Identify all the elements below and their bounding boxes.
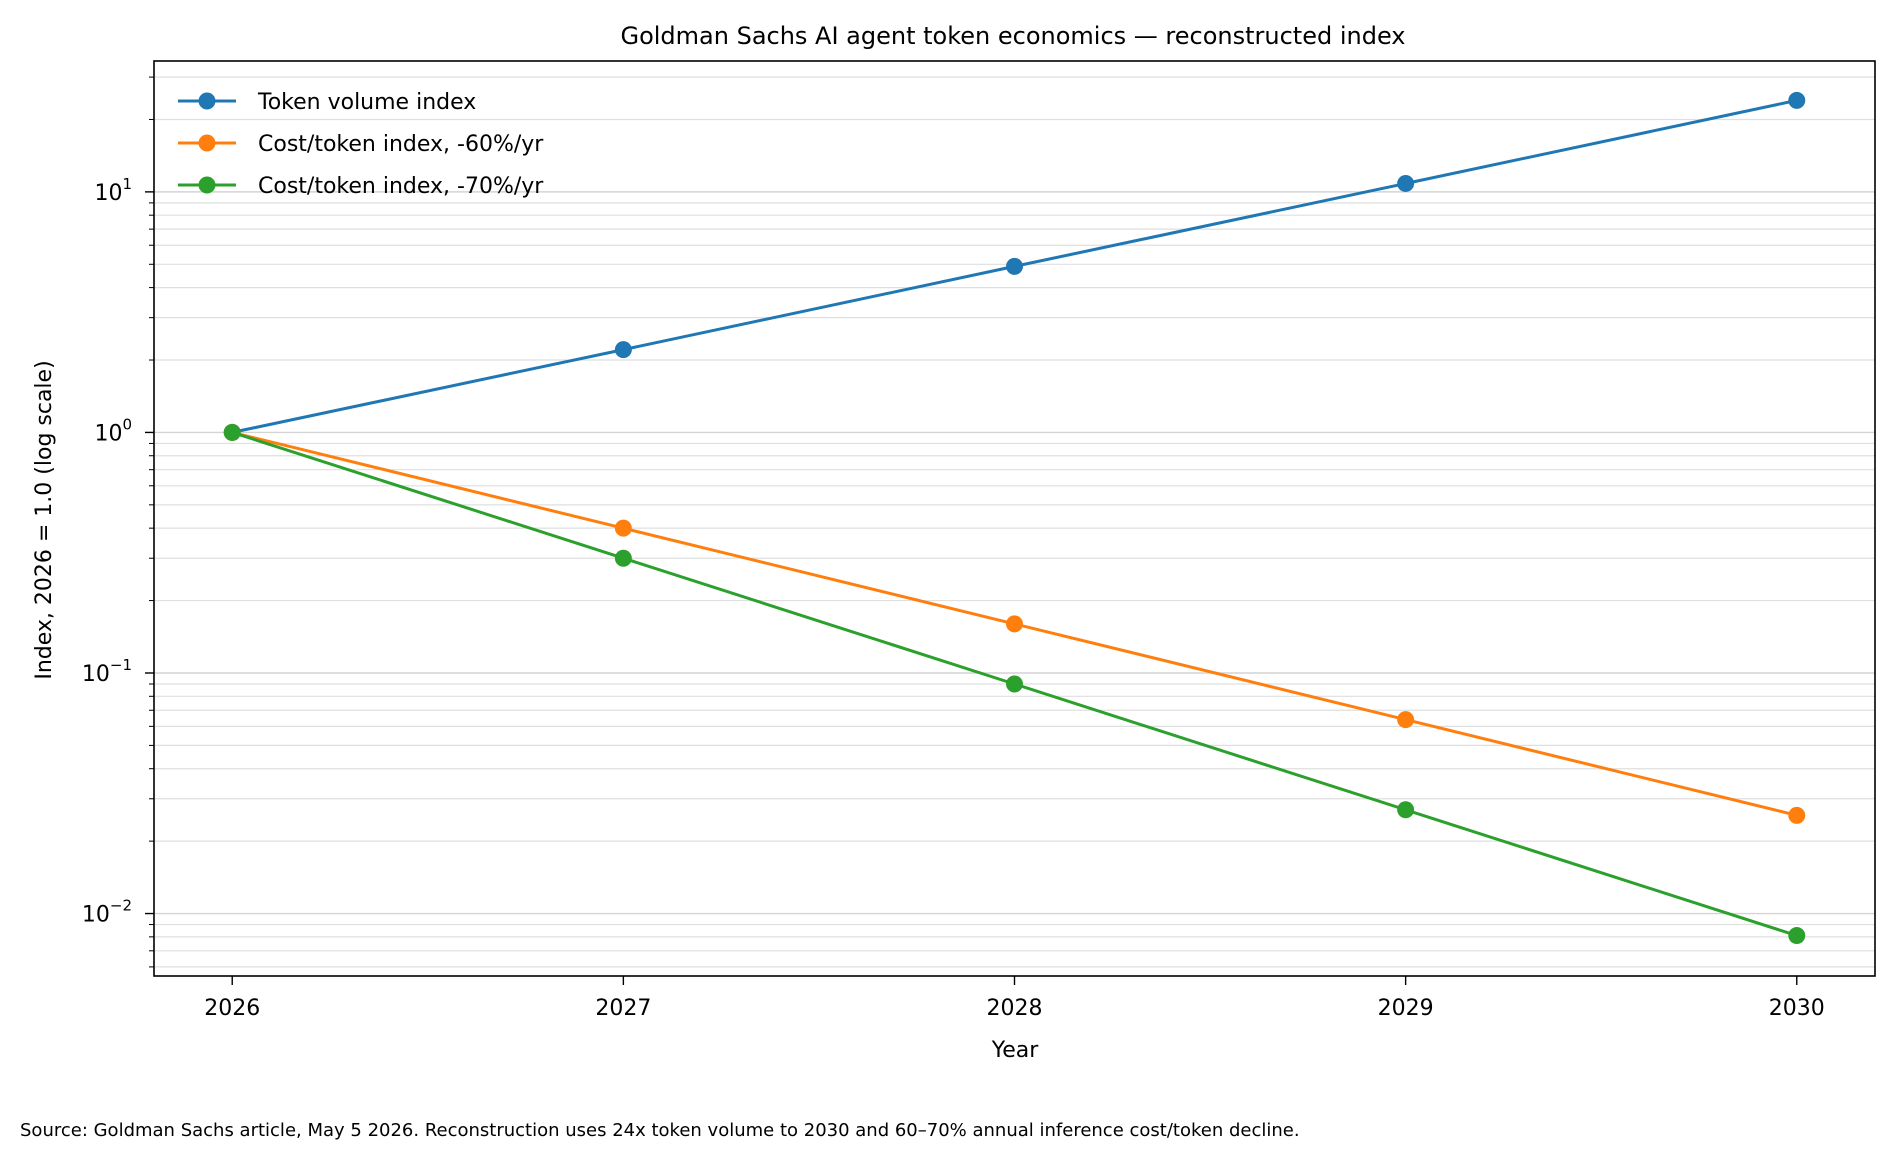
y-tick-label-base: 10 <box>94 421 122 446</box>
legend-label-3: Cost/token index, -70%/yr <box>258 174 544 199</box>
series-1-point <box>614 341 632 359</box>
y-tick-label-exponent: −1 <box>110 656 132 674</box>
y-tick-label-base: 10 <box>82 903 110 928</box>
series-3-point <box>614 549 632 567</box>
y-tick-label-exponent: −2 <box>110 897 132 915</box>
x-tick-label: 2027 <box>595 996 651 1021</box>
series-layer <box>223 91 1806 945</box>
grid <box>154 76 1875 968</box>
series-3-point <box>223 423 241 441</box>
legend-marker-2 <box>198 134 216 152</box>
y-tick-label-exponent: 0 <box>122 415 132 433</box>
series-3-point <box>1788 927 1806 945</box>
series-3-point <box>1006 675 1023 693</box>
x-tick-label: 2026 <box>204 996 260 1021</box>
y-tick-label-exponent: 1 <box>122 175 132 193</box>
y-tick-label: 101 <box>94 175 132 206</box>
series-1-point <box>1397 174 1415 192</box>
x-tick-label: 2029 <box>1378 996 1434 1021</box>
series-2-point <box>1397 711 1415 729</box>
series-1-point <box>1006 257 1023 275</box>
legend: Token volume index Cost/token index, -60%… <box>178 90 544 199</box>
legend-label-1: Token volume index <box>257 90 476 115</box>
y-tick-label: 10−2 <box>82 897 132 928</box>
x-axis: 2026 2027 2028 2029 2030 <box>204 976 1825 1021</box>
series-2-point <box>1006 615 1023 633</box>
legend-label-2: Cost/token index, -60%/yr <box>258 132 544 157</box>
legend-marker-1 <box>198 92 216 110</box>
y-tick-label: 100 <box>94 415 132 446</box>
x-tick-label: 2028 <box>987 996 1043 1021</box>
y-tick-label-base: 10 <box>94 181 122 206</box>
y-axis-label: Index, 2026 = 1.0 (log scale) <box>32 360 57 679</box>
y-tick-label-base: 10 <box>82 662 110 687</box>
series-3-point <box>1397 801 1415 819</box>
series-2-point <box>1788 806 1806 824</box>
source-note: Source: Goldman Sachs article, May 5 202… <box>20 1120 1300 1141</box>
x-tick-label: 2030 <box>1769 996 1825 1021</box>
series-1-point <box>1788 91 1806 109</box>
y-tick-label: 10−1 <box>82 656 132 687</box>
legend-marker-3 <box>198 176 216 194</box>
x-axis-label: Year <box>991 1038 1040 1063</box>
series-2-point <box>614 519 632 537</box>
chart-title: Goldman Sachs AI agent token economics —… <box>620 22 1405 50</box>
